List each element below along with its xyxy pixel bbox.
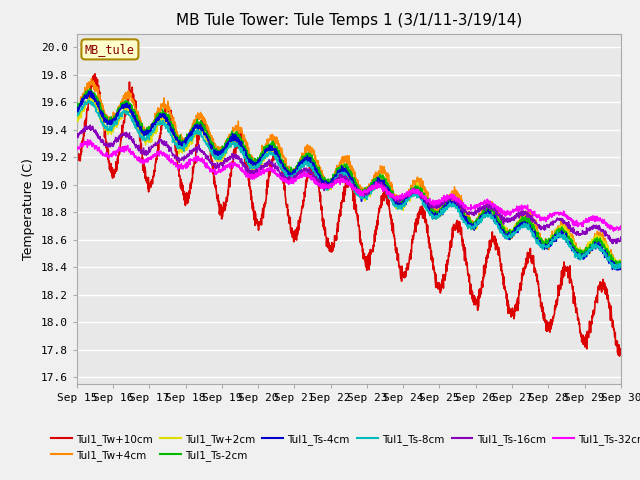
Y-axis label: Temperature (C): Temperature (C) [22, 158, 35, 260]
Title: MB Tule Tower: Tule Temps 1 (3/1/11-3/19/14): MB Tule Tower: Tule Temps 1 (3/1/11-3/19… [175, 13, 522, 28]
Text: MB_tule: MB_tule [85, 43, 135, 56]
Legend: Tul1_Tw+10cm, Tul1_Tw+4cm, Tul1_Tw+2cm, Tul1_Ts-2cm, Tul1_Ts-4cm, Tul1_Ts-8cm, T: Tul1_Tw+10cm, Tul1_Tw+4cm, Tul1_Tw+2cm, … [47, 430, 640, 465]
